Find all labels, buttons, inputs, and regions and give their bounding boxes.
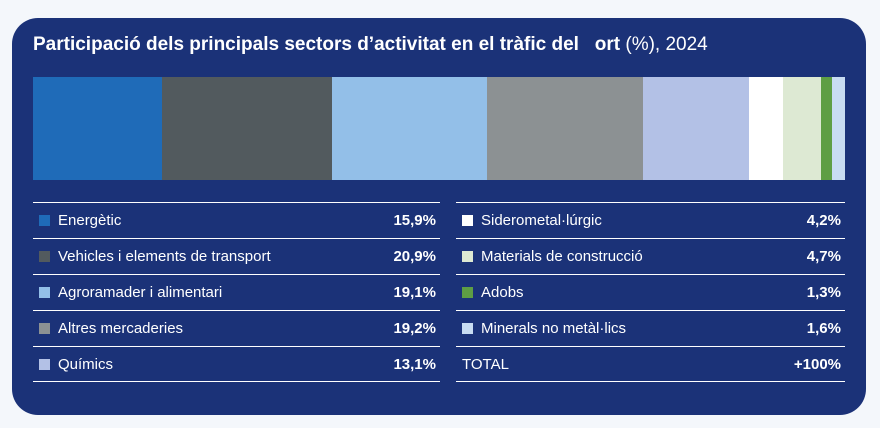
bar-segment	[162, 77, 332, 180]
bar-segment	[331, 77, 487, 180]
legend-right: Siderometal·lúrgic 4,2% Materials de const…	[456, 202, 845, 382]
legend-swatch	[39, 287, 50, 298]
legend-row: Materials de construcció 4,7%	[456, 238, 845, 274]
legend-swatch	[39, 358, 50, 370]
legend-left: Energètic 15,9% Vehicles i elements de tra…	[33, 202, 440, 382]
legend-label: Minerals no metàl·lics	[481, 320, 627, 337]
bar-segment	[749, 77, 784, 180]
legend-row: Energètic 15,9%	[33, 202, 440, 238]
total-label: TOTAL	[462, 355, 509, 373]
legend-swatch	[462, 323, 473, 334]
legend-label: Altres mercaderies	[58, 320, 184, 337]
legend-row: Agroramader i alimentari 19,1%	[33, 274, 440, 310]
value-label: 1,3%	[806, 284, 841, 301]
stacked-bar	[33, 77, 845, 180]
legend-label: Adobs	[481, 284, 524, 301]
bar-segment	[831, 77, 845, 180]
legend-swatch	[39, 323, 50, 334]
value-label: 4,2%	[806, 212, 841, 229]
value-label: 19,2%	[393, 320, 436, 337]
bar-segment	[486, 77, 643, 180]
value-label: 19,1%	[393, 284, 436, 301]
legend-row: Adobs 1,3%	[456, 274, 845, 310]
value-label: 1,6%	[806, 320, 841, 337]
value-label: 15,9%	[393, 212, 436, 229]
legend-swatch	[462, 215, 473, 226]
value-label: 13,1%	[393, 355, 436, 373]
legend-label: Materials de construcció	[481, 248, 643, 265]
legend-row: Vehicles i elements de transport 20,9%	[33, 238, 440, 274]
chart-title: Participació dels principals sectors d’a…	[33, 34, 708, 55]
legend-label: Químics	[58, 355, 114, 373]
legend-label: Agroramader i alimentari	[58, 284, 223, 301]
legend-row: Minerals no metàl·lics 1,6%	[456, 310, 845, 346]
value-label: 4,7%	[806, 248, 841, 265]
legend-row: Siderometal·lúrgic 4,2%	[456, 202, 845, 238]
bar-segment	[821, 77, 832, 180]
value-label: 20,9%	[393, 248, 436, 265]
legend-swatch	[462, 287, 473, 298]
legend-row: Altres mercaderies 19,2%	[33, 310, 440, 346]
legend-swatch	[39, 215, 50, 226]
bar-segment	[783, 77, 822, 180]
legend-label: Siderometal·lúrgic	[481, 212, 602, 229]
bar-segment	[642, 77, 750, 180]
legend-label: Vehicles i elements de transport	[58, 248, 271, 265]
chart-card: Participació dels principals sectors d’a…	[12, 18, 866, 415]
legend-label: Energètic	[58, 212, 122, 229]
legend-row: Químics 13,1%	[33, 346, 440, 382]
legend-swatch	[462, 251, 473, 262]
bar-segment	[33, 77, 163, 180]
legend-swatch	[39, 251, 50, 262]
total-value: +100%	[793, 355, 841, 373]
legend-row: TOTAL +100%	[456, 346, 845, 382]
